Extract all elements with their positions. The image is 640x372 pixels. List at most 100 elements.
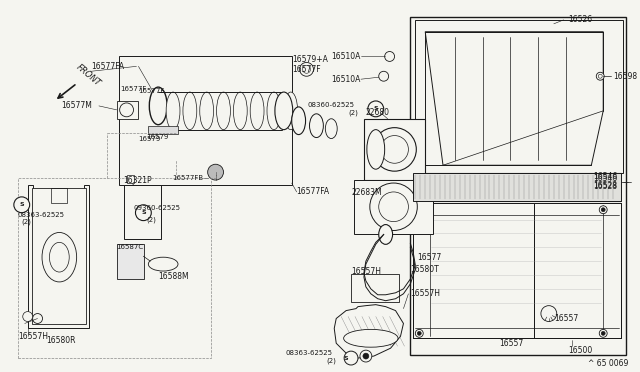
Circle shape: [136, 205, 151, 221]
Text: ^ 65 0069: ^ 65 0069: [588, 359, 628, 368]
Text: S: S: [344, 356, 348, 360]
Circle shape: [368, 101, 384, 117]
Bar: [413, 173, 621, 201]
Text: (2): (2): [348, 110, 358, 116]
Text: (2): (2): [22, 218, 31, 225]
Text: 16510A: 16510A: [332, 75, 361, 84]
Text: 16528: 16528: [593, 180, 618, 189]
Text: 16546: 16546: [593, 174, 618, 183]
Ellipse shape: [216, 92, 230, 129]
Circle shape: [596, 72, 604, 80]
Text: 08363-62525: 08363-62525: [285, 350, 332, 356]
Circle shape: [599, 206, 607, 214]
Text: 16587C: 16587C: [116, 244, 144, 250]
Ellipse shape: [42, 232, 77, 282]
Text: 16546: 16546: [593, 171, 618, 181]
Text: 16588M: 16588M: [158, 272, 189, 282]
Text: 16510A: 16510A: [332, 52, 361, 61]
Text: 16557: 16557: [554, 314, 578, 323]
Text: S: S: [141, 210, 146, 215]
Circle shape: [379, 192, 408, 222]
Circle shape: [23, 312, 33, 321]
Bar: [18, 178, 211, 358]
Ellipse shape: [379, 225, 392, 244]
Text: 16526: 16526: [568, 15, 593, 25]
Circle shape: [601, 208, 605, 212]
Ellipse shape: [292, 107, 305, 135]
Ellipse shape: [120, 103, 134, 117]
Ellipse shape: [267, 92, 281, 129]
Circle shape: [363, 353, 369, 359]
Ellipse shape: [275, 92, 292, 129]
Circle shape: [599, 329, 607, 337]
Circle shape: [417, 331, 421, 335]
Bar: [116, 101, 138, 119]
Circle shape: [598, 74, 602, 78]
Bar: [31, 188, 86, 324]
Ellipse shape: [148, 257, 178, 271]
Circle shape: [344, 351, 358, 365]
Text: 16577FA: 16577FA: [91, 62, 124, 71]
Polygon shape: [334, 305, 403, 358]
Text: 16557: 16557: [499, 339, 524, 348]
Circle shape: [385, 51, 394, 61]
Circle shape: [360, 350, 372, 362]
Ellipse shape: [284, 92, 298, 129]
Bar: [124, 185, 161, 240]
Polygon shape: [28, 185, 89, 328]
Circle shape: [381, 135, 408, 163]
Circle shape: [300, 62, 314, 76]
Text: 22680: 22680: [366, 108, 390, 117]
Bar: [354, 180, 433, 234]
Ellipse shape: [310, 114, 323, 138]
Ellipse shape: [166, 92, 180, 129]
Text: 16557H: 16557H: [351, 267, 381, 276]
Text: S: S: [374, 106, 378, 111]
Text: 22683M: 22683M: [351, 189, 381, 198]
Bar: [127, 175, 134, 183]
Bar: [116, 244, 145, 279]
Bar: [118, 57, 292, 185]
Text: 16500: 16500: [568, 346, 593, 355]
Text: (2): (2): [147, 217, 156, 223]
Circle shape: [207, 164, 223, 180]
Text: 16577: 16577: [417, 253, 442, 262]
Circle shape: [33, 314, 42, 323]
Text: 16577FB: 16577FB: [173, 175, 204, 181]
Bar: [51, 188, 67, 203]
Text: 16557H: 16557H: [410, 289, 440, 298]
Bar: [415, 20, 623, 173]
Text: S: S: [19, 202, 24, 207]
Polygon shape: [534, 203, 621, 338]
Circle shape: [373, 128, 416, 171]
Text: 09360-62525: 09360-62525: [134, 205, 180, 211]
Text: 16321P: 16321P: [124, 176, 152, 185]
Ellipse shape: [149, 87, 167, 125]
Circle shape: [303, 65, 310, 73]
Text: 16577F: 16577F: [121, 86, 147, 92]
Text: 16580T: 16580T: [410, 264, 439, 273]
Text: 08360-62525: 08360-62525: [307, 102, 354, 108]
Ellipse shape: [325, 119, 337, 138]
Text: 16598: 16598: [613, 72, 637, 81]
Text: 16579: 16579: [138, 135, 161, 141]
Text: 08363-62525: 08363-62525: [18, 212, 65, 218]
Bar: [410, 17, 626, 355]
Ellipse shape: [200, 92, 214, 129]
Text: 16577FA: 16577FA: [297, 187, 330, 196]
Ellipse shape: [49, 243, 69, 272]
Text: 16557H: 16557H: [18, 332, 48, 341]
Bar: [148, 126, 178, 134]
Text: 16577M: 16577M: [61, 102, 92, 110]
Circle shape: [379, 71, 388, 81]
Text: 16577F: 16577F: [292, 65, 321, 74]
Circle shape: [541, 306, 557, 321]
Ellipse shape: [234, 92, 247, 129]
Ellipse shape: [250, 92, 264, 129]
Text: 16579: 16579: [147, 134, 169, 140]
Circle shape: [415, 329, 423, 337]
Circle shape: [14, 197, 29, 213]
Polygon shape: [425, 32, 604, 165]
Text: (2): (2): [326, 358, 336, 364]
Text: 16528: 16528: [593, 183, 618, 192]
